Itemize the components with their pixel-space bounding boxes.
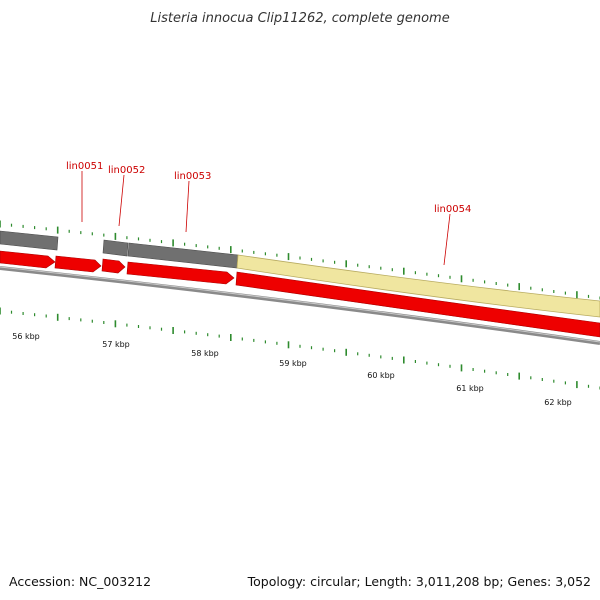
cds-arrow-lin0053[interactable]: [126, 261, 235, 285]
genome-backbone-highlight: [0, 266, 600, 343]
cds-arrow-lin0054[interactable]: [235, 271, 600, 338]
tick-marks-lower: [0, 307, 600, 390]
gene-label-lin0054[interactable]: lin0054: [434, 204, 471, 215]
scale-label-58kbp: 58 kbp: [191, 349, 219, 358]
scale-label-59kbp: 59 kbp: [279, 359, 307, 368]
cds-arrow-1[interactable]: [0, 250, 56, 269]
map-title: Listeria innocua Clip11262, complete gen…: [150, 11, 449, 26]
gene-label-lin0053[interactable]: lin0053: [174, 171, 211, 182]
gene-labels: lin0051 lin0052 lin0053 lin0054: [66, 161, 471, 266]
leader-line-lin0054: [443, 213, 451, 266]
feature-bar-grey-2[interactable]: [102, 239, 129, 257]
gene-label-lin0052[interactable]: lin0052: [108, 165, 145, 176]
tick-marks-upper: [0, 220, 600, 300]
scale-label-62kbp: 62 kbp: [544, 398, 572, 407]
feature-track: [0, 230, 600, 318]
gene-label-lin0051[interactable]: lin0051: [66, 161, 103, 172]
feature-bar-grey-1[interactable]: [0, 230, 59, 251]
scale-labels: 56 kbp 57 kbp 58 kbp 59 kbp 60 kbp 61 kb…: [12, 332, 572, 407]
genome-stats-text: Topology: circular; Length: 3,011,208 bp…: [247, 574, 591, 589]
cds-arrow-lin0052[interactable]: [101, 258, 126, 274]
leader-line-lin0053: [185, 180, 190, 233]
cds-track: [0, 250, 600, 338]
genome-backbone: [0, 266, 600, 345]
leader-line-lin0052: [118, 174, 125, 227]
accession-text: Accession: NC_003212: [9, 574, 151, 589]
scale-label-60kbp: 60 kbp: [367, 371, 395, 380]
scale-label-61kbp: 61 kbp: [456, 384, 484, 393]
scale-label-57kbp: 57 kbp: [102, 340, 130, 349]
feature-bar-yellow[interactable]: [236, 254, 600, 318]
cds-arrow-lin0051[interactable]: [54, 255, 102, 273]
scale-label-56kbp: 56 kbp: [12, 332, 40, 341]
